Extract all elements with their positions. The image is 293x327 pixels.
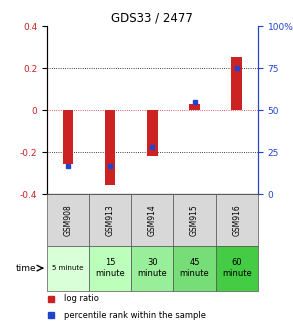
Bar [47, 195, 89, 246]
Bar [216, 195, 258, 246]
Text: GSM913: GSM913 [106, 204, 115, 236]
Bar [89, 246, 131, 291]
Text: GSM916: GSM916 [232, 204, 241, 236]
Bar [173, 246, 216, 291]
Bar [63, 110, 73, 164]
Text: 15
minute: 15 minute [95, 258, 125, 278]
Text: percentile rank within the sample: percentile rank within the sample [64, 311, 206, 320]
Bar [105, 110, 115, 185]
Text: 45
minute: 45 minute [180, 258, 209, 278]
Bar [131, 195, 173, 246]
Bar [47, 246, 89, 291]
Bar [89, 195, 131, 246]
Text: GSM914: GSM914 [148, 204, 157, 236]
Text: log ratio: log ratio [64, 294, 99, 303]
Bar [231, 57, 242, 110]
Title: GDS33 / 2477: GDS33 / 2477 [111, 12, 193, 25]
Bar [189, 104, 200, 110]
Bar [173, 195, 216, 246]
Text: 30
minute: 30 minute [137, 258, 167, 278]
Bar [147, 110, 158, 156]
Text: GSM915: GSM915 [190, 204, 199, 236]
Bar [216, 246, 258, 291]
Bar [131, 246, 173, 291]
Text: 5 minute: 5 minute [52, 265, 84, 271]
Text: GSM908: GSM908 [64, 204, 72, 236]
Text: 60
minute: 60 minute [222, 258, 252, 278]
Text: time: time [16, 264, 36, 273]
